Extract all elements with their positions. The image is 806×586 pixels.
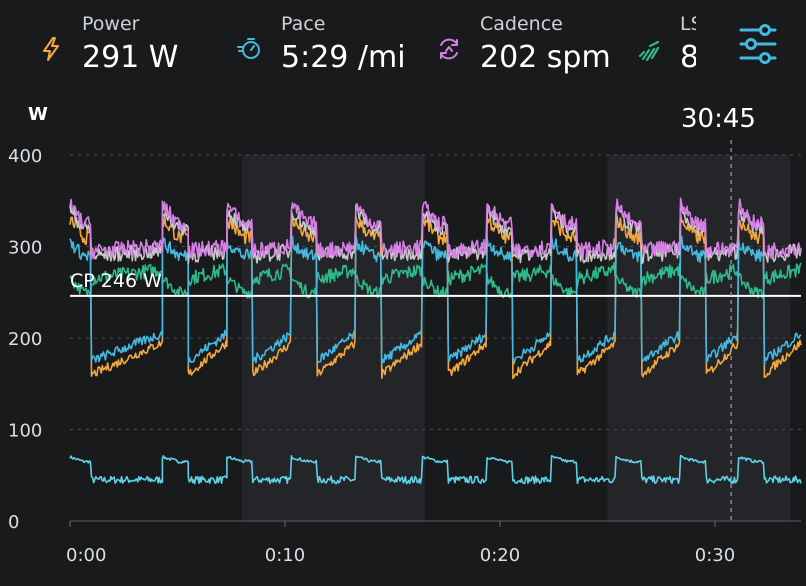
y-tick-label: 100	[8, 421, 42, 442]
x-tick-label: 0:00	[66, 545, 106, 566]
metric-label: LS	[680, 13, 696, 35]
cursor-time: 30:45	[681, 104, 756, 134]
metric-label: Power	[82, 13, 140, 35]
metric-ls: LS 8	[636, 10, 696, 80]
cadence-cycle-icon	[440, 38, 458, 60]
y-axis-unit: W	[28, 104, 48, 125]
metric-value: 291 W	[82, 40, 179, 75]
metric-label: Cadence	[480, 13, 563, 35]
series-line	[69, 454, 802, 485]
series-line	[69, 234, 802, 366]
shaded-band	[242, 155, 425, 521]
cp-label: CP 246 W	[70, 270, 162, 292]
x-tick-label: 0:30	[695, 545, 735, 566]
metric-value: 5:29 /mi	[281, 40, 406, 75]
lightning-icon	[43, 37, 59, 61]
metric-value: 8	[680, 40, 696, 75]
metric-label: Pace	[281, 13, 326, 35]
settings-sliders-icon	[739, 24, 777, 64]
x-tick-label: 0:20	[480, 545, 520, 566]
settings-button[interactable]	[738, 22, 778, 66]
leg-spring-icon	[638, 40, 660, 62]
y-tick-label: 300	[8, 238, 42, 259]
series-line	[69, 197, 802, 260]
series-line	[69, 212, 802, 380]
series-line	[69, 262, 802, 299]
x-tick-label: 0:10	[265, 545, 305, 566]
stopwatch-icon	[237, 38, 260, 59]
metric-value: 202 spm	[480, 40, 611, 75]
y-tick-label: 400	[8, 146, 42, 167]
y-tick-label: 200	[8, 329, 42, 350]
y-tick-label: 0	[8, 512, 19, 533]
